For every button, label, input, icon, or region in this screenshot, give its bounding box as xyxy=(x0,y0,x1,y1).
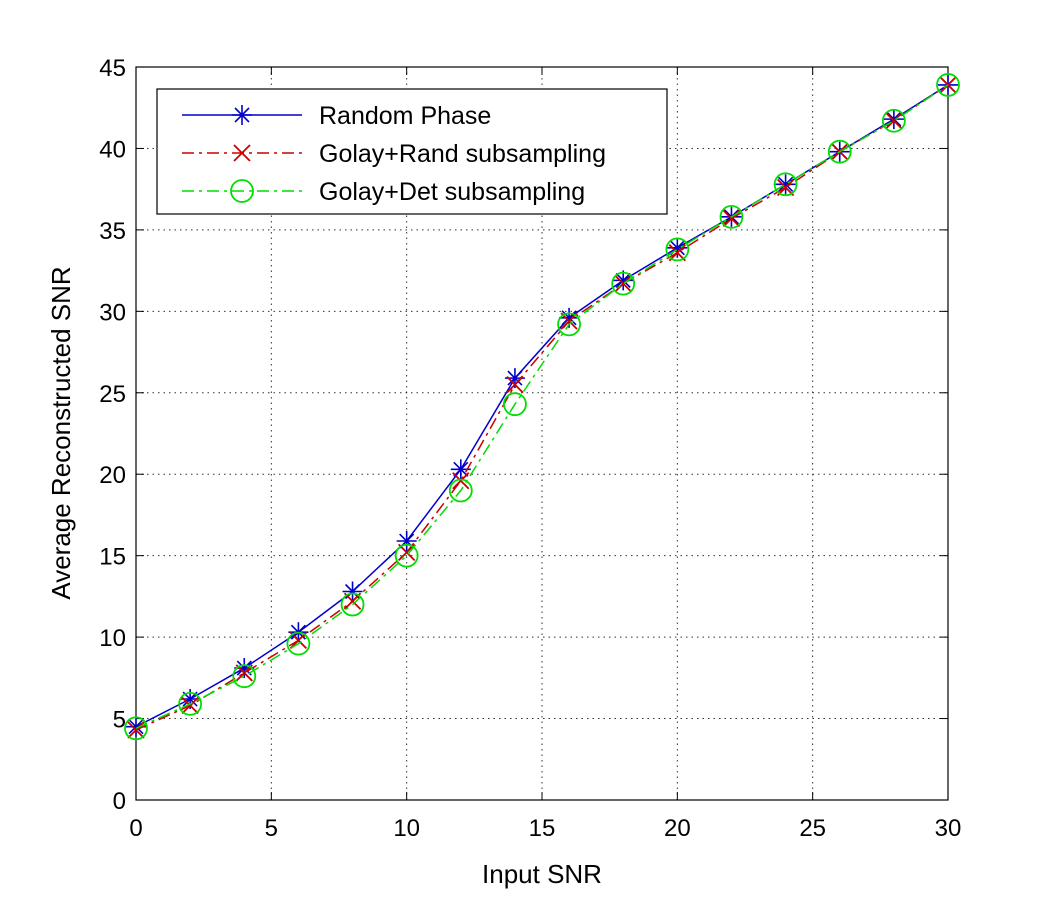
x-axis-label: Input SNR xyxy=(482,859,602,889)
data-point-asterisk xyxy=(232,105,252,125)
data-point-x xyxy=(235,664,253,682)
data-point-circle xyxy=(557,312,581,337)
y-tick-label: 35 xyxy=(99,218,126,245)
y-tick-label: 10 xyxy=(99,625,126,652)
legend-entry: Golay+Det subsampling xyxy=(182,178,585,206)
legend-entry: Golay+Rand subsampling xyxy=(182,140,606,168)
data-point-circle xyxy=(124,716,148,741)
x-tick-label: 0 xyxy=(129,815,142,842)
legend-entry: Random Phase xyxy=(182,102,491,130)
series-layer xyxy=(124,73,960,741)
y-tick-label: 0 xyxy=(113,788,126,815)
data-point-x xyxy=(560,312,578,330)
x-tick-label: 5 xyxy=(265,815,278,842)
x-tick-label: 20 xyxy=(664,815,691,842)
data-point-circle xyxy=(503,392,527,417)
legend-label: Golay+Det subsampling xyxy=(319,178,585,206)
data-point-x xyxy=(885,112,903,130)
series-line xyxy=(135,84,949,730)
data-point-circle xyxy=(178,691,203,716)
data-point-x xyxy=(127,721,145,739)
data-point-asterisk xyxy=(667,237,688,258)
data-point-circle xyxy=(719,204,744,229)
data-point-circle xyxy=(232,664,257,689)
legend-label: Golay+Rand subsampling xyxy=(319,140,606,168)
data-point-circle xyxy=(611,271,636,296)
data-point-x xyxy=(776,178,795,197)
data-point-circle xyxy=(665,237,690,262)
data-point-circle xyxy=(394,543,419,568)
x-tick-label: 15 xyxy=(529,815,556,842)
data-point-circle xyxy=(448,478,473,503)
data-point-circle xyxy=(881,108,906,133)
grid-lines xyxy=(136,67,948,800)
x-tick-label: 25 xyxy=(799,815,826,842)
data-point-x xyxy=(614,275,632,293)
data-point-x xyxy=(181,696,199,715)
data-point-circle xyxy=(827,139,852,164)
data-point-circle xyxy=(286,631,311,656)
data-point-x xyxy=(939,76,957,94)
series-golay-det-subsampling xyxy=(124,73,960,741)
data-point-x xyxy=(343,592,362,610)
y-axis-label: Average Reconstructed SNR xyxy=(46,266,76,599)
data-point-circle xyxy=(230,179,254,203)
y-tick-label: 5 xyxy=(113,707,126,734)
legend: Random Phase Golay+Rand subsampling Golay+… xyxy=(156,88,668,215)
data-point-x xyxy=(506,375,524,394)
data-point-circle xyxy=(773,172,798,197)
series-line xyxy=(135,84,949,728)
y-tick-label: 45 xyxy=(99,55,126,82)
y-tick-label: 20 xyxy=(99,462,126,489)
y-tick-label: 30 xyxy=(99,299,126,326)
y-tick-label: 15 xyxy=(99,544,126,571)
axis-ticks: 0 5 10 15 20 25 30 0 5 10 15 20 25 30 35 40 45 xyxy=(99,55,961,842)
x-tick-label: 30 xyxy=(935,815,962,842)
x-tick-label: 10 xyxy=(393,815,420,842)
data-point-x xyxy=(398,543,416,562)
series-line xyxy=(135,84,949,731)
data-point-circle xyxy=(936,73,960,97)
series-golay-rand-subsampling xyxy=(127,76,957,739)
data-point-asterisk xyxy=(775,174,796,195)
y-tick-label: 25 xyxy=(99,381,126,408)
data-point-x xyxy=(668,244,686,262)
data-point-x xyxy=(452,472,470,490)
data-point-x xyxy=(233,144,251,162)
data-point-x xyxy=(289,631,308,650)
y-tick-label: 40 xyxy=(99,136,126,163)
legend-label: Random Phase xyxy=(319,102,491,130)
data-point-circle xyxy=(340,592,365,617)
